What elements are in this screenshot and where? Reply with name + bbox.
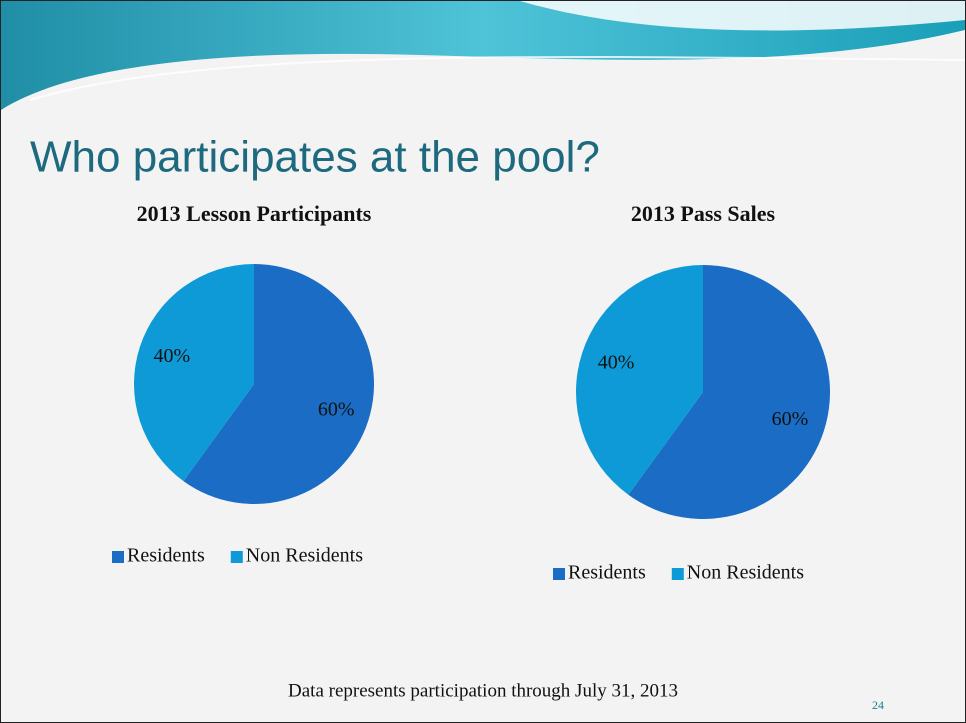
legend-swatch (112, 551, 124, 563)
legend-swatch (230, 551, 243, 563)
page-number: 24 (872, 698, 884, 712)
chart-title: 2013 Pass Sales (631, 201, 776, 226)
pie-slice (183, 264, 375, 505)
chart-title: 2013 Lesson Participants (137, 201, 372, 226)
data-label: 60% (318, 398, 355, 420)
data-label: 40% (153, 345, 190, 367)
data-label: 60% (772, 408, 809, 430)
data-label: 40% (598, 351, 635, 373)
pie-slice (628, 265, 830, 519)
pie-slice (134, 264, 254, 482)
legend-label: Residents (127, 545, 205, 567)
legend-label: Residents (568, 562, 646, 584)
pie-slice (576, 265, 703, 495)
legend-swatch (671, 568, 684, 580)
legend-label: Non Residents (246, 545, 363, 567)
header-highlight (520, 1, 965, 31)
legend-label: Non Residents (687, 562, 804, 584)
header-line (29, 55, 966, 101)
slide-title: Who participates at the pool? (30, 133, 600, 182)
footnote: Data represents participation through Ju… (288, 680, 678, 701)
legend-swatch (553, 568, 565, 580)
